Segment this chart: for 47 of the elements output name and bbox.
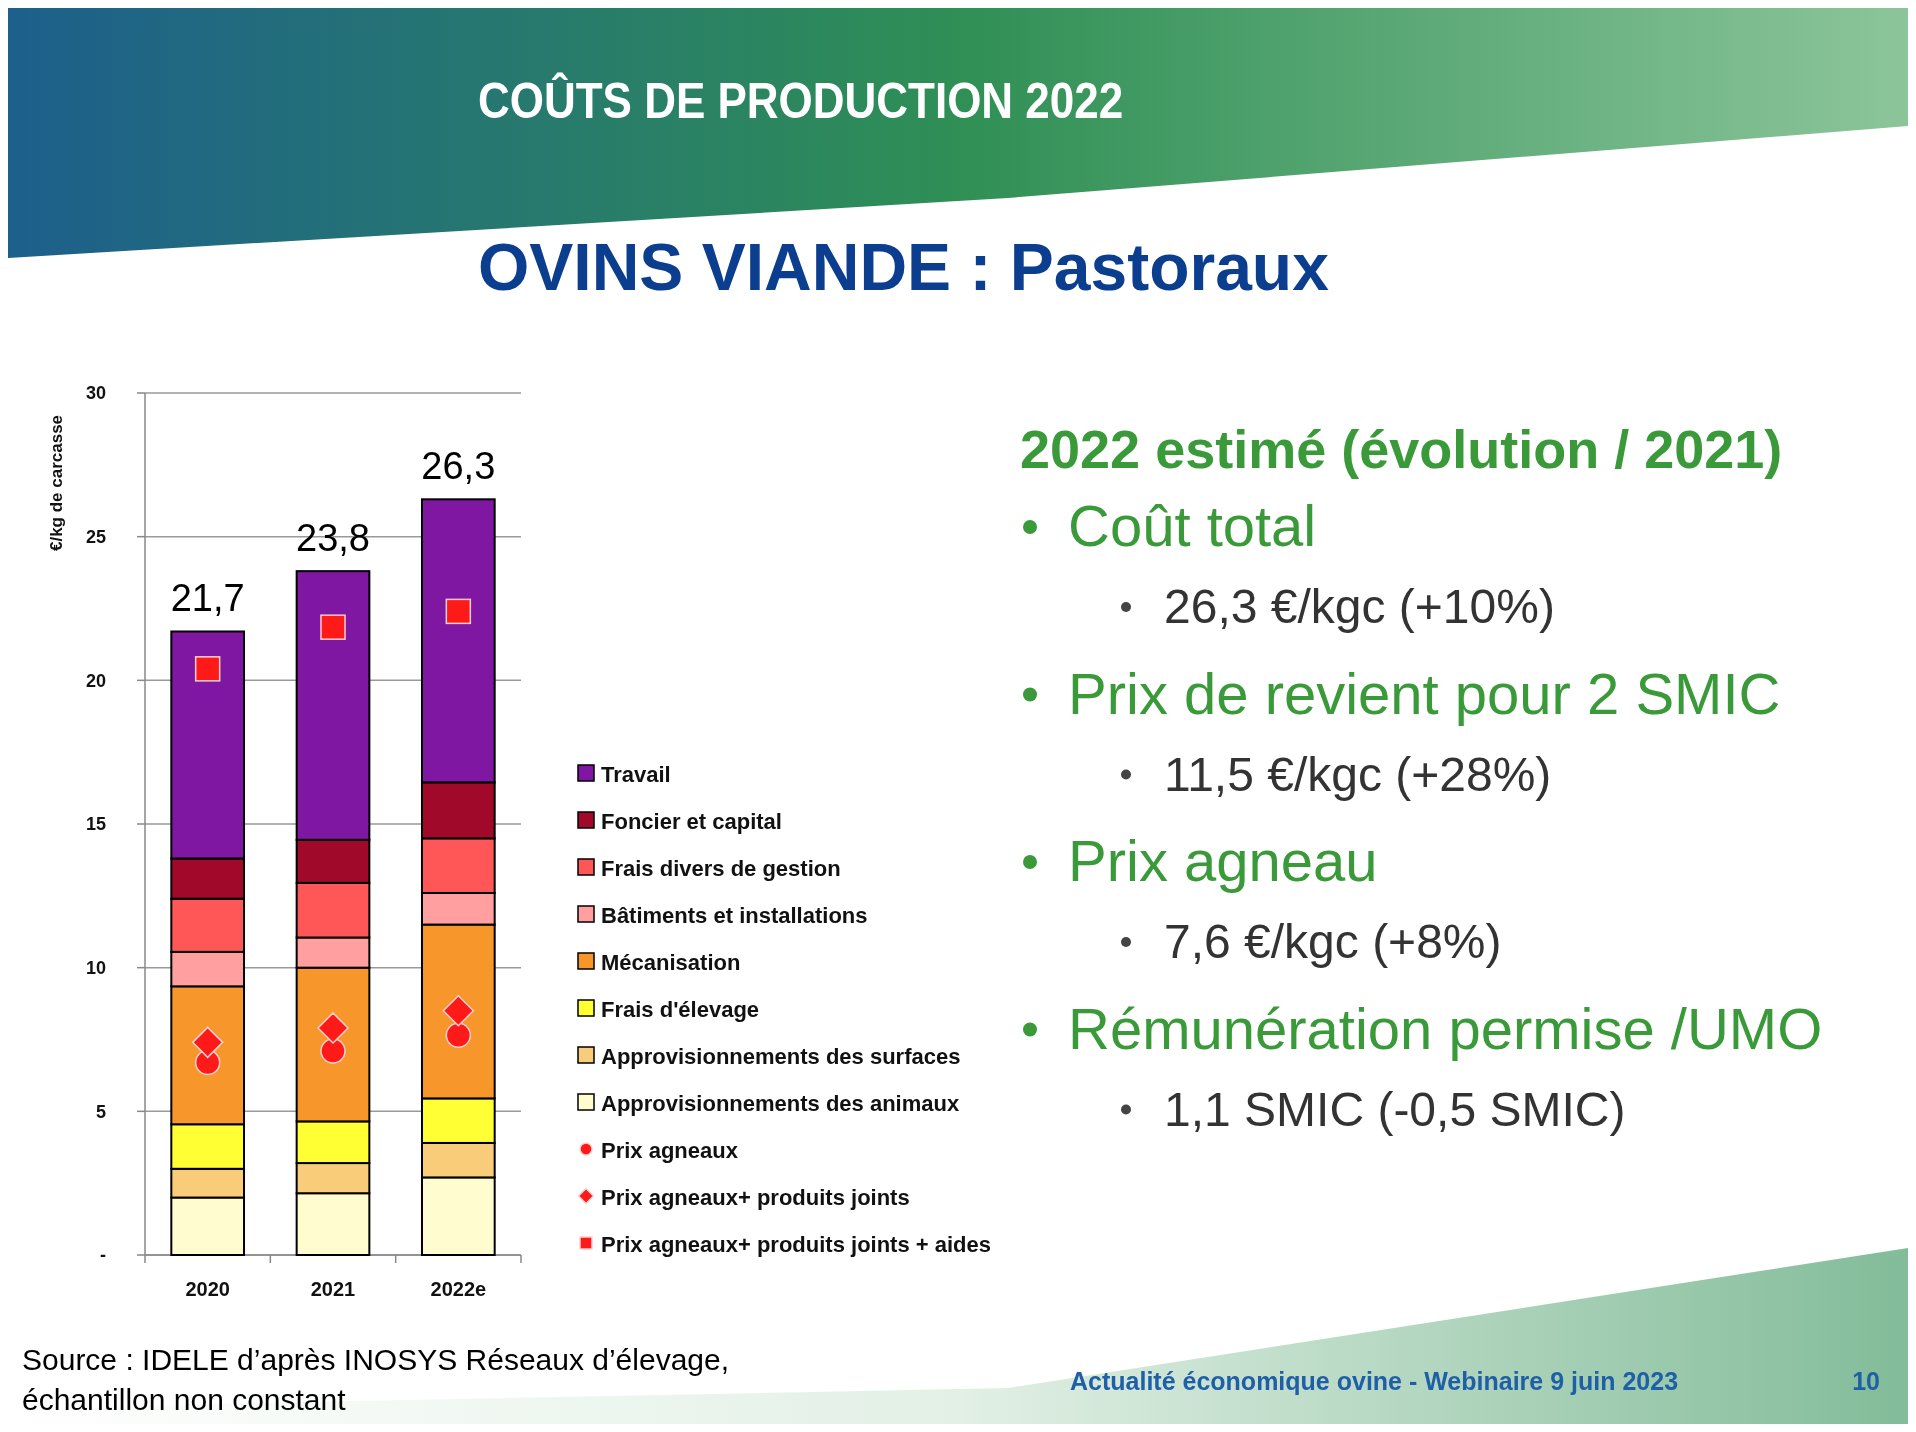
x-tick-label: 2022e bbox=[430, 1278, 487, 1300]
legend-label: Prix agneaux+ produits joints bbox=[601, 1184, 910, 1210]
source-note: Source : IDELE d’après INOSYS Réseaux d’élevage, échantillon non constant bbox=[22, 1343, 730, 1416]
y-tick-label: 25 bbox=[85, 526, 106, 547]
x-tick-label: 2021 bbox=[310, 1278, 356, 1300]
text: 10 bbox=[1852, 1367, 1880, 1395]
point bbox=[445, 1022, 472, 1048]
legend-label: Approvisionnements des animaux bbox=[601, 1090, 960, 1116]
legend-label: Approvisionnements des surfaces bbox=[601, 1043, 961, 1069]
y-tick-label: - bbox=[100, 1245, 106, 1266]
legend-label: Prix agneaux+ produits joints + aides bbox=[601, 1231, 992, 1257]
total-label: 26,3 bbox=[421, 445, 496, 488]
text: 11,5 €/kgc (+28%) bbox=[1164, 747, 1552, 801]
text: Actualité économique ovine - Webinaire 9 juin 2023 bbox=[1070, 1367, 1679, 1395]
point bbox=[320, 614, 346, 640]
text: 7,6 €/kgc (+8%) bbox=[1164, 915, 1502, 968]
point bbox=[317, 1012, 349, 1044]
text: Prix agneau bbox=[1068, 828, 1378, 893]
text: 26,3 €/kgc (+10%) bbox=[1164, 580, 1555, 633]
legend-label: Mécanisation bbox=[601, 949, 741, 975]
y-tick-label: 15 bbox=[85, 814, 106, 835]
point bbox=[191, 1026, 224, 1059]
point bbox=[320, 1038, 346, 1064]
text: COÛTS DE PRODUCTION 2022 bbox=[478, 72, 1124, 129]
y-tick-label: 5 bbox=[95, 1101, 106, 1122]
text: 2022 estimé (évolution / 2021) bbox=[1020, 419, 1783, 479]
legend-label: Bâtiments et installations bbox=[601, 902, 868, 928]
x-tick-label: 2020 bbox=[185, 1278, 230, 1300]
total-label: 23,8 bbox=[296, 517, 370, 560]
text: Coût total bbox=[1068, 493, 1317, 558]
legend-label: Frais d'élevage bbox=[601, 996, 760, 1022]
legend-label: Foncier et capital bbox=[601, 808, 782, 834]
point bbox=[194, 656, 221, 682]
text: 1,1 SMIC (-0,5 SMIC) bbox=[1164, 1082, 1626, 1136]
legend-label: Travail bbox=[601, 761, 671, 787]
y-tick-label: 10 bbox=[85, 957, 106, 978]
point bbox=[442, 995, 475, 1027]
total-label: 21,7 bbox=[170, 577, 245, 620]
legend-label: Frais divers de gestion bbox=[601, 855, 841, 881]
legend-label: Prix agneaux bbox=[601, 1137, 739, 1163]
y-tick-label: 30 bbox=[85, 383, 106, 404]
text: Prix de revient pour 2 SMIC bbox=[1068, 660, 1781, 726]
text: OVINS VIANDE : Pastoraux bbox=[478, 230, 1330, 304]
text: Rémunération permise /UMO bbox=[1068, 995, 1823, 1061]
y-tick-label: 20 bbox=[85, 670, 106, 691]
y-axis-title: €/kg de carcasse bbox=[47, 414, 66, 552]
point bbox=[445, 598, 472, 625]
